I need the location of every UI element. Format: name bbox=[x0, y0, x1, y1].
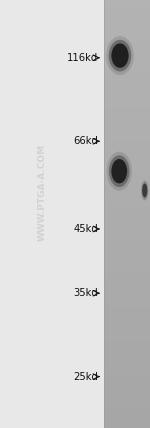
Ellipse shape bbox=[111, 44, 129, 68]
Text: 116kd: 116kd bbox=[67, 53, 98, 63]
Text: 35kd: 35kd bbox=[74, 288, 98, 298]
Ellipse shape bbox=[111, 159, 127, 184]
Ellipse shape bbox=[109, 40, 131, 71]
Ellipse shape bbox=[109, 155, 129, 187]
Ellipse shape bbox=[107, 152, 132, 191]
Ellipse shape bbox=[106, 36, 134, 75]
Bar bbox=[0, 0, 104, 428]
Text: 25kd: 25kd bbox=[73, 372, 98, 382]
Text: 45kd: 45kd bbox=[74, 224, 98, 234]
Ellipse shape bbox=[141, 181, 148, 200]
Ellipse shape bbox=[142, 183, 147, 198]
Text: WWW.PTGA-A.COM: WWW.PTGA-A.COM bbox=[38, 144, 46, 241]
Text: 66kd: 66kd bbox=[73, 136, 98, 146]
